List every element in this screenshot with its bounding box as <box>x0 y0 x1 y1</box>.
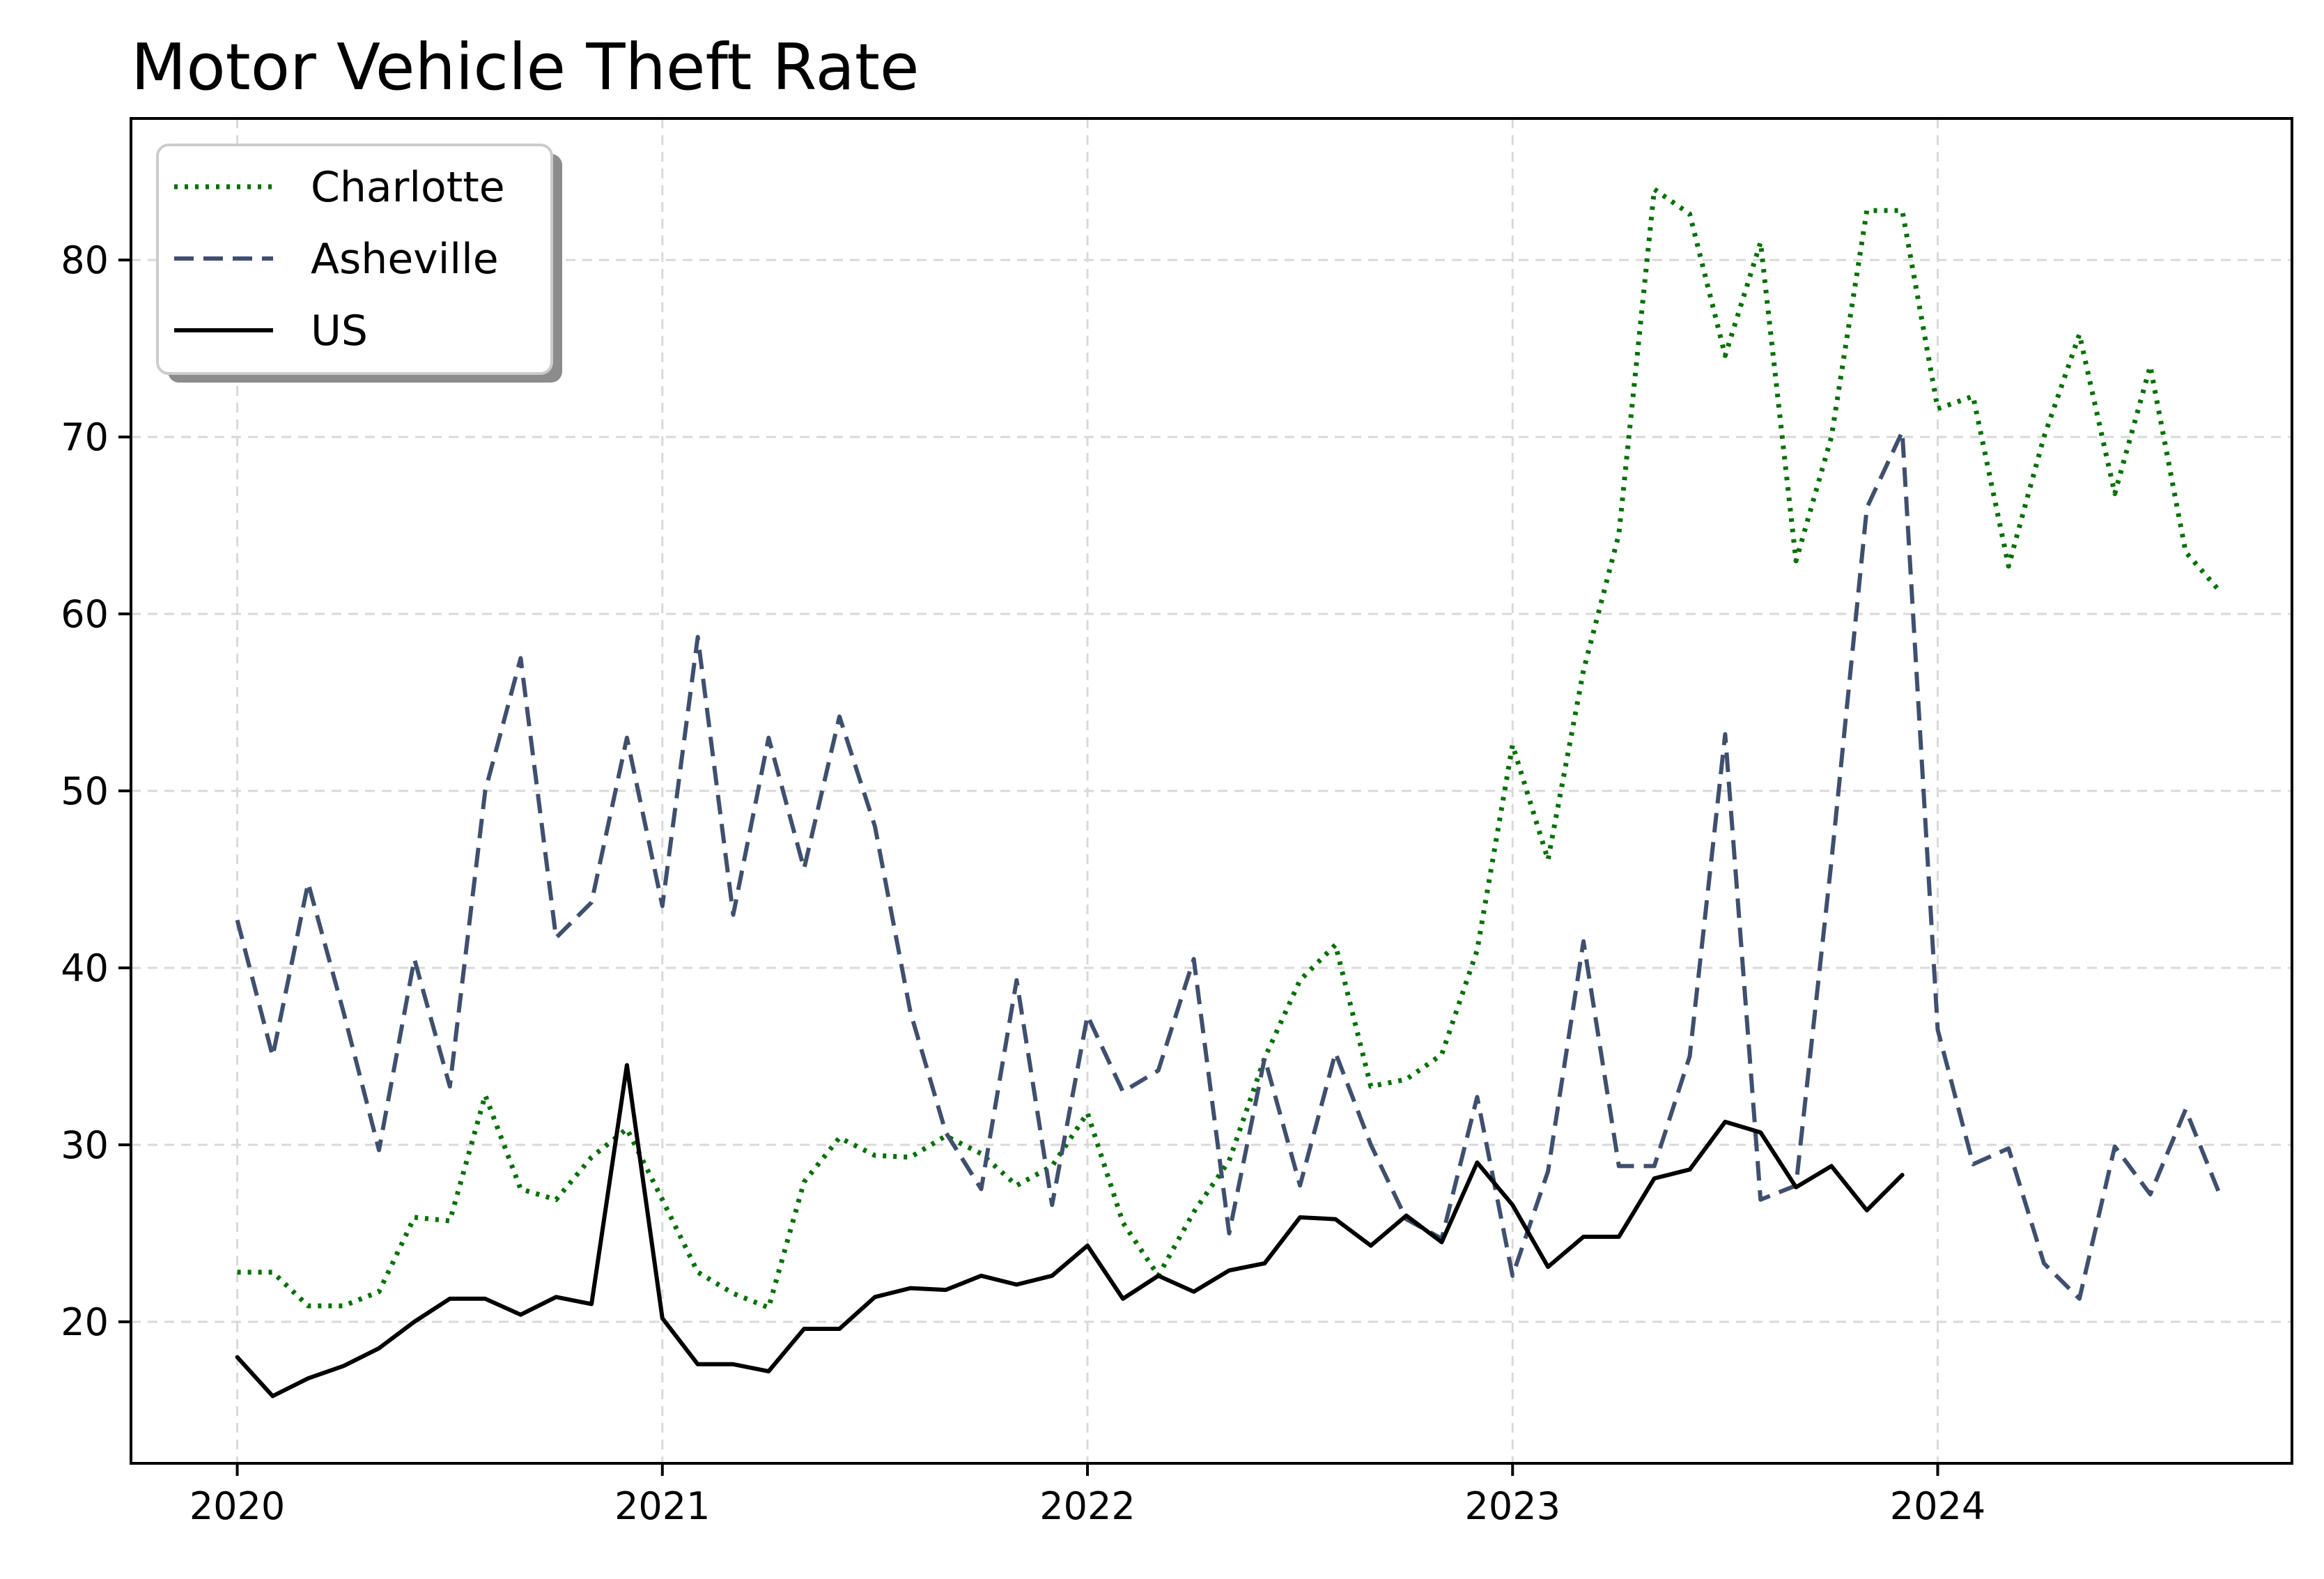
y-tick-label: 60 <box>61 592 109 636</box>
legend-label-us: US <box>311 307 368 355</box>
x-axis: 2020 2021 2022 2023 2024 <box>189 1463 1985 1528</box>
legend-label-asheville: Asheville <box>311 235 499 284</box>
chart-title: Motor Vehicle Theft Rate <box>131 30 920 105</box>
x-tick-label: 2022 <box>1039 1484 1135 1528</box>
y-axis: 20 30 40 50 60 70 80 <box>61 238 131 1344</box>
y-tick-label: 40 <box>61 946 109 990</box>
x-tick-label: 2020 <box>189 1484 285 1528</box>
y-tick-label: 20 <box>61 1300 109 1344</box>
y-tick-label: 80 <box>61 238 109 282</box>
legend-items: Charlotte Asheville US <box>174 163 505 355</box>
plot-lines <box>235 187 2224 1399</box>
x-tick-label: 2023 <box>1465 1484 1560 1528</box>
series-line-asheville <box>235 429 2224 1301</box>
legend-box <box>156 144 553 375</box>
series-line-us <box>235 1063 1905 1399</box>
legend: Charlotte Asheville US <box>156 144 562 383</box>
x-tick-label: 2024 <box>1890 1484 1985 1528</box>
y-tick-label: 50 <box>61 769 109 813</box>
x-tick-label: 2021 <box>614 1484 710 1528</box>
legend-label-charlotte: Charlotte <box>311 163 505 212</box>
y-tick-label: 30 <box>61 1123 109 1167</box>
y-tick-label: 70 <box>61 415 109 459</box>
